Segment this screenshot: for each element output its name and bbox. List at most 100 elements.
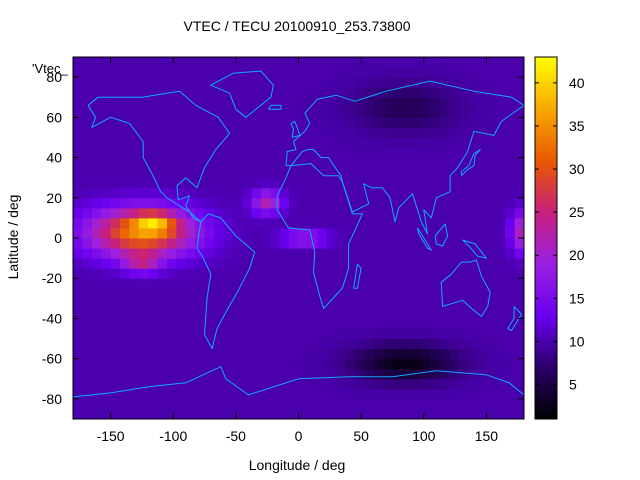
heatmap-cell: [373, 137, 384, 148]
heatmap-cell: [458, 147, 469, 159]
heatmap-cell: [336, 268, 346, 279]
heatmap-cell: [336, 248, 346, 259]
heatmap-cell: [91, 378, 102, 390]
heatmap-cell: [477, 298, 487, 309]
heatmap-cell: [185, 248, 196, 259]
heatmap-cell: [495, 177, 506, 189]
heatmap-cell: [307, 227, 318, 239]
heatmap-cell: [176, 238, 187, 249]
heatmap-cell: [448, 97, 459, 108]
heatmap-cell: [110, 87, 121, 98]
heatmap-cell: [73, 378, 83, 390]
heatmap-cell: [204, 358, 215, 370]
heatmap-cell: [91, 358, 102, 370]
heatmap-cell: [354, 147, 365, 159]
heatmap-cell: [430, 288, 440, 299]
heatmap-cell: [213, 117, 224, 128]
heatmap-cell: [232, 197, 243, 209]
heatmap-cell: [364, 107, 375, 118]
heatmap-cell: [345, 318, 356, 329]
heatmap-cell: [448, 278, 459, 289]
heatmap-cell: [91, 107, 102, 118]
heatmap-cell: [307, 328, 318, 340]
heatmap-cell: [514, 388, 525, 400]
heatmap-cell: [289, 167, 299, 179]
heatmap-cell: [223, 348, 234, 360]
heatmap-cell: [166, 278, 177, 289]
heatmap-cell: [336, 67, 346, 78]
heatmap-cell: [486, 157, 497, 169]
heatmap-cell: [298, 258, 309, 269]
heatmap-cell: [336, 368, 346, 380]
heatmap-cell: [448, 398, 459, 410]
heatmap-cell: [223, 77, 234, 88]
heatmap-cell: [82, 167, 93, 179]
heatmap-cell: [345, 177, 356, 189]
heatmap-cell: [298, 378, 309, 390]
heatmap-cell: [251, 177, 262, 189]
heatmap-cell: [166, 388, 177, 400]
heatmap-cell: [176, 398, 187, 410]
heatmap-cell: [467, 187, 478, 199]
heatmap-cell: [251, 147, 262, 159]
heatmap-cell: [326, 358, 337, 370]
heatmap-cell: [232, 127, 243, 138]
heatmap-cell: [317, 227, 328, 239]
heatmap-cell: [166, 258, 177, 269]
heatmap-cell: [373, 217, 384, 229]
heatmap-cell: [213, 378, 224, 390]
heatmap-cell: [373, 107, 384, 118]
heatmap-cell: [148, 368, 159, 380]
heatmap-cell: [307, 57, 318, 68]
heatmap-cell: [129, 217, 140, 229]
heatmap-cell: [458, 157, 469, 169]
heatmap-cell: [448, 107, 459, 118]
y-tick-label: 20: [46, 190, 62, 206]
heatmap-cell: [195, 358, 206, 370]
heatmap-cell: [505, 147, 516, 159]
heatmap-cell: [336, 358, 346, 370]
heatmap-cell: [213, 398, 224, 410]
heatmap-cell: [486, 338, 497, 350]
heatmap-cell: [411, 258, 422, 269]
heatmap-cell: [514, 248, 525, 259]
heatmap-cell: [458, 127, 469, 138]
heatmap-cell: [467, 328, 478, 340]
heatmap-cell: [289, 388, 299, 400]
heatmap-cell: [251, 358, 262, 370]
heatmap-cell: [307, 187, 318, 199]
heatmap-cell: [270, 238, 281, 249]
heatmap-cell: [176, 57, 187, 68]
y-tick-label: 80: [46, 69, 62, 85]
heatmap-cell: [495, 318, 506, 329]
heatmap-cell: [495, 328, 506, 340]
heatmap-cell: [82, 318, 93, 329]
heatmap-cell: [91, 187, 102, 199]
heatmap-cell: [213, 157, 224, 169]
heatmap-cell: [317, 217, 328, 229]
heatmap-cell: [486, 248, 497, 259]
heatmap-cell: [157, 227, 168, 239]
heatmap-cell: [279, 338, 290, 350]
heatmap-cell: [354, 238, 365, 249]
colorbar-tick-label: 15: [569, 290, 585, 306]
heatmap-cell: [420, 348, 431, 360]
heatmap-cell: [505, 87, 516, 98]
heatmap-cell: [223, 358, 234, 370]
heatmap-cell: [204, 258, 215, 269]
heatmap-cell: [166, 207, 177, 219]
heatmap-cell: [176, 97, 187, 108]
heatmap-cell: [289, 157, 299, 169]
heatmap-cell: [298, 157, 309, 169]
x-tick-label: 50: [353, 428, 369, 444]
heatmap-cell: [213, 338, 224, 350]
heatmap-cell: [336, 278, 346, 289]
heatmap-cell: [373, 328, 384, 340]
heatmap-cell: [326, 207, 337, 219]
heatmap-cell: [204, 378, 215, 390]
heatmap-cell: [383, 288, 393, 299]
heatmap-cell: [383, 368, 393, 380]
heatmap-cell: [195, 147, 206, 159]
heatmap-cell: [298, 67, 309, 78]
